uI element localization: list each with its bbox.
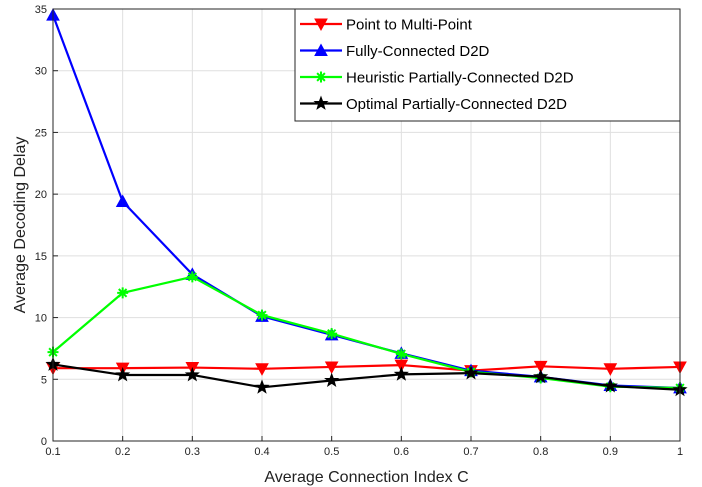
- y-axis-label: Average Decoding Delay: [12, 137, 29, 314]
- x-tick-label: 0.3: [185, 446, 200, 458]
- x-tick-label: 0.7: [463, 446, 478, 458]
- data-point: [324, 361, 339, 374]
- legend-box: [294, 8, 681, 122]
- x-tick-label: 0.8: [533, 446, 548, 458]
- x-axis-ticks: 0.1 0.2 0.3 0.4 0.5 0.6 0.7 0.8 0.9 1: [45, 436, 683, 458]
- data-point: [533, 360, 548, 374]
- x-tick-label: 0.4: [254, 446, 269, 458]
- legend: Point to Multi-Point Fully-Connected D2D H…: [294, 8, 681, 122]
- data-point: [324, 372, 340, 387]
- data-point: [463, 365, 479, 380]
- data-point: [115, 367, 131, 382]
- legend-swatch-marker: [315, 71, 327, 83]
- legend-swatch-marker: [314, 43, 328, 56]
- x-tick-label: 0.1: [45, 446, 60, 458]
- data-point: [186, 271, 198, 283]
- legend-entry: Optimal Partially-Connected D2D: [300, 95, 567, 113]
- legend-entry: Point to Multi-Point: [300, 17, 473, 34]
- y-tick-label: 10: [35, 313, 47, 325]
- data-point: [602, 378, 618, 393]
- legend-swatch-marker: [313, 95, 329, 110]
- y-tick-label: 20: [35, 189, 47, 201]
- x-tick-label: 0.9: [603, 446, 618, 458]
- data-point: [254, 379, 270, 394]
- legend-entry: Heuristic Partially-Connected D2D: [300, 70, 574, 87]
- y-tick-label: 15: [35, 251, 47, 263]
- data-point: [533, 368, 549, 384]
- y-tick-label: 35: [35, 4, 47, 16]
- data-point: [394, 359, 409, 373]
- data-point: [117, 287, 129, 299]
- legend-swatch-marker: [314, 18, 328, 32]
- x-tick-label: 0.6: [394, 446, 409, 458]
- x-tick-label: 0.5: [324, 446, 339, 458]
- y-tick-label: 30: [35, 66, 47, 78]
- data-point: [115, 194, 130, 208]
- y-tick-label: 0: [41, 436, 47, 448]
- series-line: [53, 363, 681, 372]
- data-point: [256, 309, 268, 321]
- x-tick-label: 0.2: [115, 446, 130, 458]
- data-point: [393, 366, 409, 381]
- data-point: [395, 348, 407, 360]
- legend-label: Fully-Connected D2D: [346, 43, 490, 60]
- series-layer: [45, 8, 688, 397]
- data-point: [326, 328, 338, 340]
- series-line: [52, 363, 681, 391]
- data-point: [184, 367, 200, 382]
- x-axis-label: Average Connection Index C: [264, 469, 468, 486]
- legend-label: Optimal Partially-Connected D2D: [346, 96, 567, 113]
- data-point: [603, 363, 618, 376]
- legend-label: Point to Multi-Point: [346, 17, 473, 34]
- y-tick-label: 25: [35, 127, 47, 139]
- legend-label: Heuristic Partially-Connected D2D: [346, 70, 574, 87]
- y-axis-ticks: 0 5 10 15 20 25 30 35: [35, 4, 58, 448]
- data-point: [255, 363, 269, 376]
- y-tick-label: 5: [41, 374, 47, 386]
- x-tick-label: 1: [677, 446, 683, 458]
- legend-entry: Fully-Connected D2D: [300, 43, 490, 60]
